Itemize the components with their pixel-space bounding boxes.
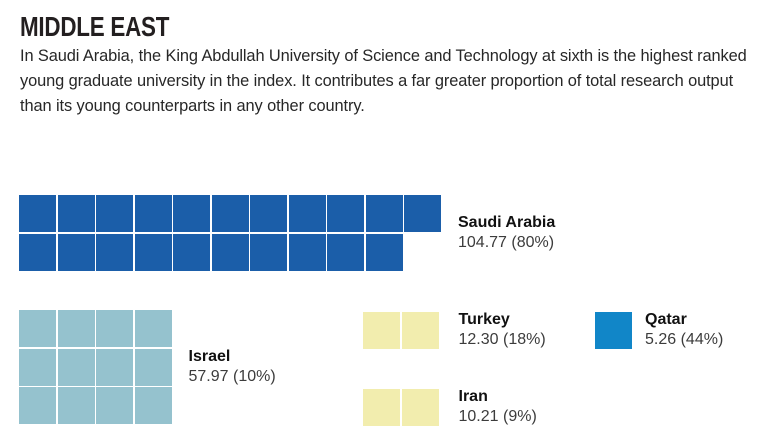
waffle-square <box>173 233 210 271</box>
waffle-square <box>57 387 95 424</box>
country-value: 12.30 (18%) <box>458 331 546 348</box>
country-block-iran: Iran 10.21 (9%) <box>363 387 537 427</box>
waffle-square <box>134 348 172 386</box>
waffle-square <box>134 310 172 347</box>
country-block-israel: Israel 57.97 (10%) <box>19 310 276 424</box>
country-value: 57.97 (10%) <box>188 368 276 385</box>
country-label-qatar: Qatar 5.26 (44%) <box>645 310 723 350</box>
waffle-square <box>134 387 172 424</box>
country-name: Iran <box>458 388 488 405</box>
waffle-grid-iran <box>363 388 439 426</box>
waffle-grid-israel <box>19 310 172 424</box>
waffle-square <box>365 233 403 271</box>
country-name: Turkey <box>458 311 510 328</box>
waffle-row <box>19 387 172 424</box>
waffle-square <box>19 387 56 424</box>
country-name: Israel <box>188 348 231 365</box>
waffle-row <box>19 348 172 386</box>
waffle-square <box>288 233 326 271</box>
waffle-square <box>327 233 364 271</box>
waffle-square <box>288 195 326 232</box>
waffle-row <box>595 311 632 349</box>
waffle-square <box>211 195 249 232</box>
country-name: Saudi Arabia <box>458 213 556 231</box>
waffle-grid-qatar <box>595 311 632 349</box>
country-block-turkey: Turkey 12.30 (18%) <box>363 310 546 350</box>
waffle-row <box>19 310 172 347</box>
waffle-square <box>57 310 95 347</box>
waffle-square <box>250 195 287 232</box>
country-label-turkey: Turkey 12.30 (18%) <box>459 310 546 350</box>
waffle-square <box>401 311 439 349</box>
intro-paragraph: In Saudi Arabia, the King Abdullah Unive… <box>20 47 747 115</box>
waffle-square <box>57 348 95 386</box>
country-block-qatar: Qatar 5.26 (44%) <box>595 310 723 350</box>
country-label-israel: Israel 57.97 (10%) <box>189 347 276 387</box>
waffle-square <box>173 195 210 232</box>
waffle-square <box>96 348 133 386</box>
waffle-square <box>365 195 403 232</box>
waffle-square <box>363 311 400 349</box>
waffle-row <box>19 195 441 232</box>
waffle-square <box>57 195 95 232</box>
waffle-square <box>250 233 287 271</box>
waffle-row <box>19 233 441 271</box>
waffle-square <box>363 388 400 426</box>
waffle-square <box>134 233 172 271</box>
country-name: Qatar <box>645 311 687 328</box>
country-label-iran: Iran 10.21 (9%) <box>459 387 537 427</box>
waffle-square <box>404 195 441 232</box>
waffle-square <box>19 348 56 386</box>
waffle-square <box>19 233 56 271</box>
country-value: 5.26 (44%) <box>645 331 724 348</box>
country-value: 10.21 (9%) <box>458 408 537 425</box>
waffle-square <box>134 195 172 232</box>
waffle-square <box>595 311 632 349</box>
country-block-saudi-arabia: Saudi Arabia 104.77 (80%) <box>19 195 555 271</box>
waffle-square <box>96 387 133 424</box>
waffle-square <box>401 388 439 426</box>
waffle-row <box>363 388 439 426</box>
waffle-grid-turkey <box>363 311 439 349</box>
waffle-square <box>19 195 56 232</box>
country-value: 104.77 (80%) <box>458 233 555 251</box>
waffle-square <box>327 195 364 232</box>
waffle-square <box>211 233 249 271</box>
waffle-square <box>19 310 56 347</box>
country-label-saudi-arabia: Saudi Arabia 104.77 (80%) <box>458 213 555 253</box>
waffle-square <box>57 233 95 271</box>
waffle-row <box>363 311 439 349</box>
page-title: MIDDLE EAST <box>20 11 170 42</box>
waffle-square <box>96 310 133 347</box>
waffle-square <box>96 195 133 232</box>
waffle-square <box>96 233 133 271</box>
waffle-grid-saudi-arabia <box>19 195 441 271</box>
